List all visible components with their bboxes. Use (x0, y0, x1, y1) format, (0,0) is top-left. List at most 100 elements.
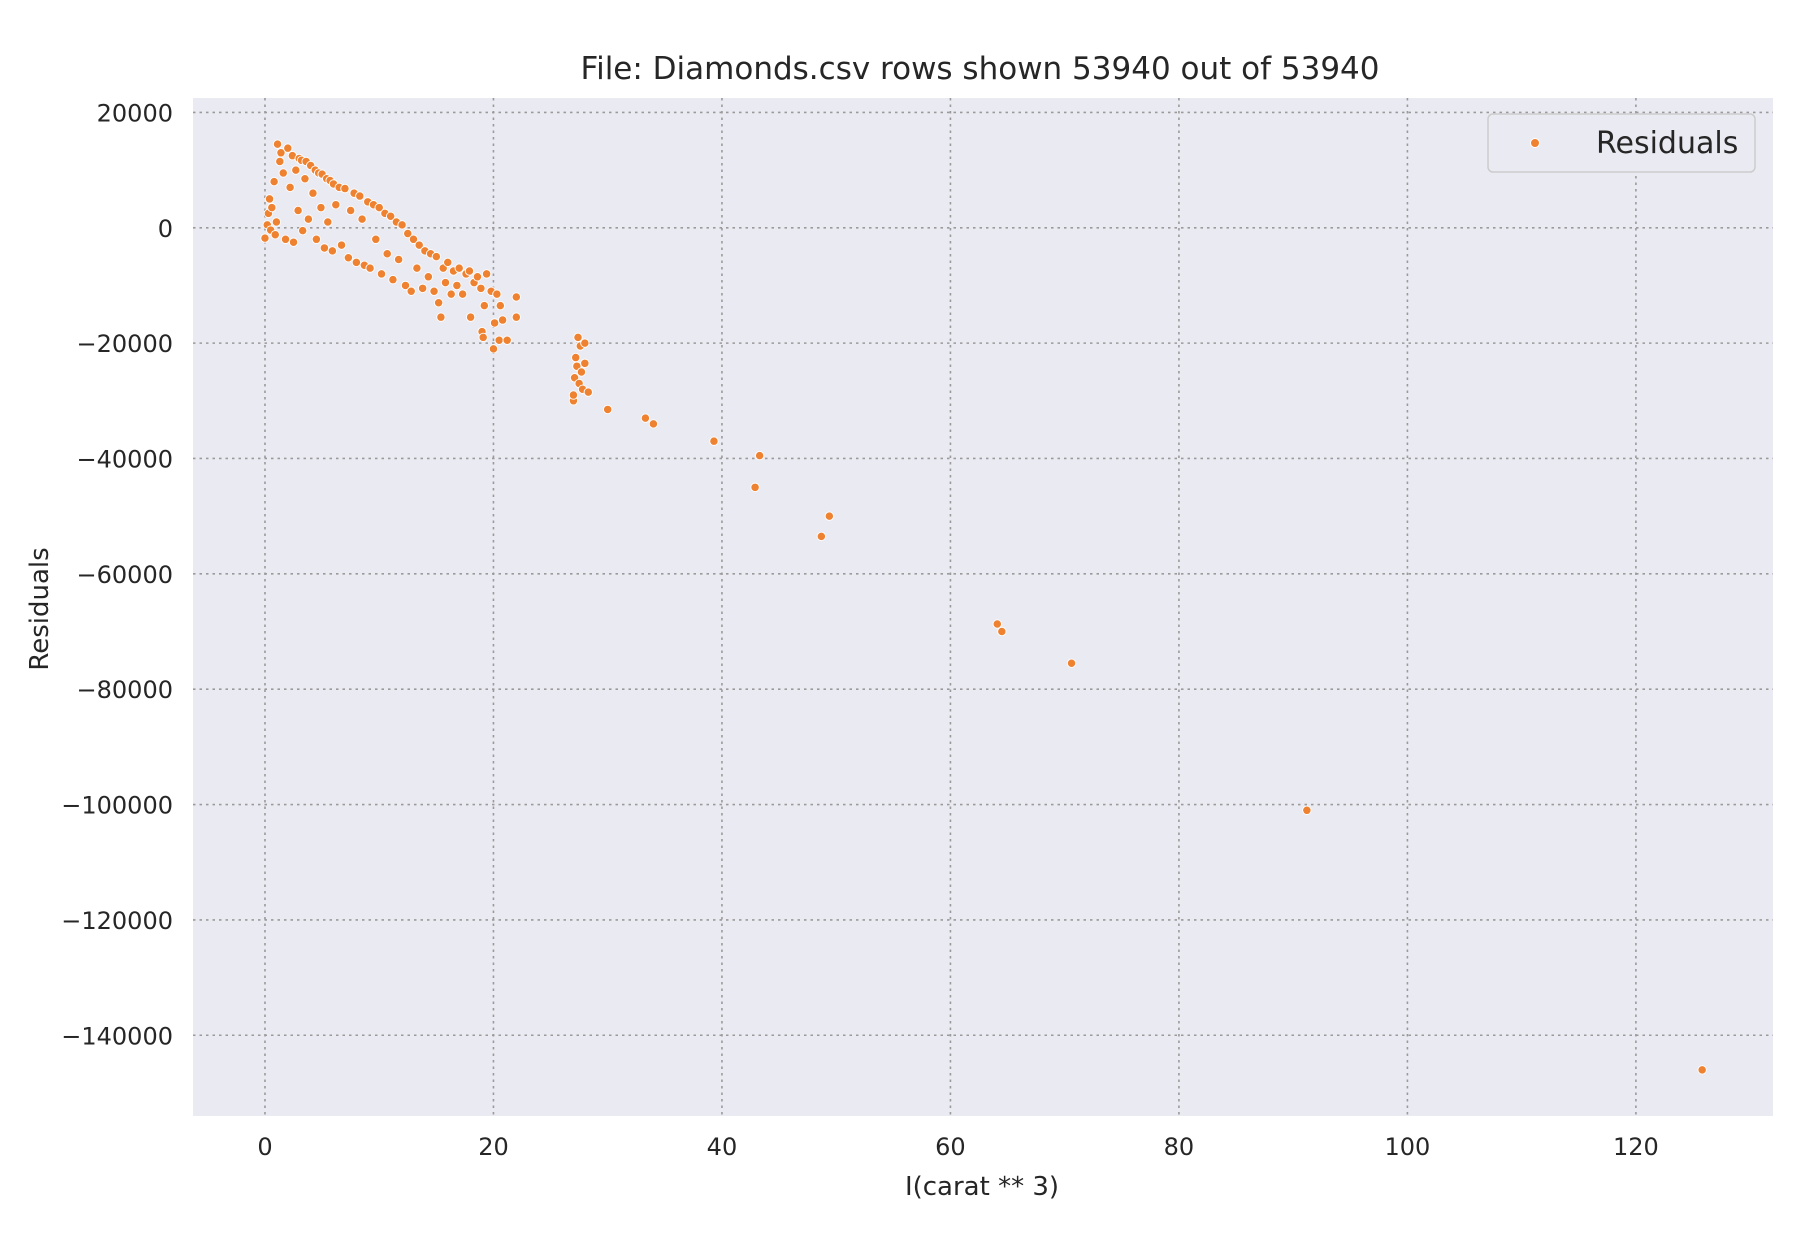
legend-box (1487, 113, 1756, 173)
data-point (452, 280, 462, 291)
data-point (571, 352, 581, 363)
data-point (278, 168, 288, 178)
x-tick-label: 60 (935, 1133, 966, 1161)
data-point (346, 205, 356, 216)
legend: Residuals (1487, 113, 1756, 173)
data-point (408, 234, 419, 244)
y-axis-ticks: 20000 0 −20000 −40000 −60000 −80000 −100000 −12… (61, 99, 173, 1050)
data-point (997, 626, 1007, 637)
data-point (393, 254, 404, 265)
data-point (824, 511, 834, 521)
data-point (308, 188, 318, 198)
y-axis-label: Residuals (25, 547, 55, 670)
data-point (319, 243, 330, 253)
data-point (436, 312, 446, 322)
data-point (568, 390, 579, 400)
y-tick-label: −140000 (61, 1022, 173, 1050)
data-point (494, 335, 504, 345)
data-point (603, 404, 613, 415)
data-point (280, 234, 291, 244)
data-point (331, 200, 341, 210)
data-point (264, 194, 275, 204)
y-tick-label: −60000 (77, 561, 173, 589)
data-point (648, 419, 659, 429)
data-point (267, 202, 277, 213)
x-tick-label: 0 (257, 1133, 272, 1161)
data-point (385, 211, 396, 221)
data-point (272, 139, 283, 149)
data-point (492, 289, 502, 299)
data-point (454, 263, 464, 273)
data-point (1302, 805, 1312, 815)
data-point (270, 230, 280, 240)
x-axis-label: I(carat ** 3) (905, 1172, 1059, 1202)
x-tick-label: 100 (1385, 1133, 1431, 1161)
data-point (293, 205, 303, 216)
data-point (316, 202, 326, 213)
legend-label: Residuals (1596, 126, 1738, 161)
data-point (580, 358, 590, 368)
data-point (440, 277, 451, 288)
x-tick-label: 40 (707, 1133, 738, 1161)
data-point (457, 289, 468, 299)
data-point (750, 482, 760, 492)
data-point (288, 237, 299, 247)
data-point (412, 263, 422, 273)
data-point (365, 263, 375, 273)
data-point (400, 280, 411, 291)
data-point (464, 266, 475, 276)
data-point (476, 283, 486, 293)
data-point (583, 387, 593, 397)
data-point (443, 257, 453, 268)
data-point (327, 246, 338, 256)
data-point (388, 275, 398, 285)
data-point (992, 619, 1002, 629)
x-tick-label: 120 (1613, 1133, 1659, 1161)
data-point (343, 253, 354, 263)
data-point (275, 156, 285, 167)
data-point (303, 214, 314, 224)
data-point (709, 436, 719, 446)
data-point (433, 298, 444, 308)
data-point (488, 344, 499, 354)
data-point (417, 283, 428, 293)
data-point (502, 335, 512, 345)
data-point (340, 183, 350, 194)
data-point (406, 286, 416, 296)
data-point (489, 318, 500, 328)
data-point (414, 240, 424, 250)
y-tick-label: 20000 (97, 99, 173, 127)
data-point (382, 249, 392, 259)
data-point (511, 292, 521, 302)
data-point (479, 300, 489, 311)
y-tick-label: −80000 (77, 676, 173, 704)
y-tick-label: −120000 (61, 907, 173, 935)
data-point (355, 191, 365, 201)
x-tick-label: 20 (478, 1133, 509, 1161)
grid-lines (193, 98, 1773, 1116)
y-tick-label: −40000 (77, 445, 173, 473)
data-point (472, 272, 483, 282)
data-point (465, 312, 476, 322)
data-point (336, 240, 347, 250)
data-point (371, 234, 381, 244)
data-point (511, 312, 521, 322)
data-point (403, 228, 413, 239)
data-point (291, 165, 301, 175)
data-point (495, 300, 505, 311)
data-point (300, 174, 310, 184)
x-axis-ticks: 0 20 40 60 80 100 120 (257, 1133, 1658, 1161)
data-point (497, 315, 508, 325)
data-point (276, 148, 286, 158)
legend-marker (1530, 138, 1540, 148)
data-point (580, 338, 590, 348)
y-tick-label: 0 (158, 215, 173, 243)
data-point (351, 257, 362, 268)
data-point (260, 233, 270, 243)
data-point (1066, 658, 1077, 668)
data-point (283, 143, 293, 153)
data-point (1697, 1065, 1707, 1075)
data-point (376, 269, 387, 279)
data-point (446, 289, 456, 299)
